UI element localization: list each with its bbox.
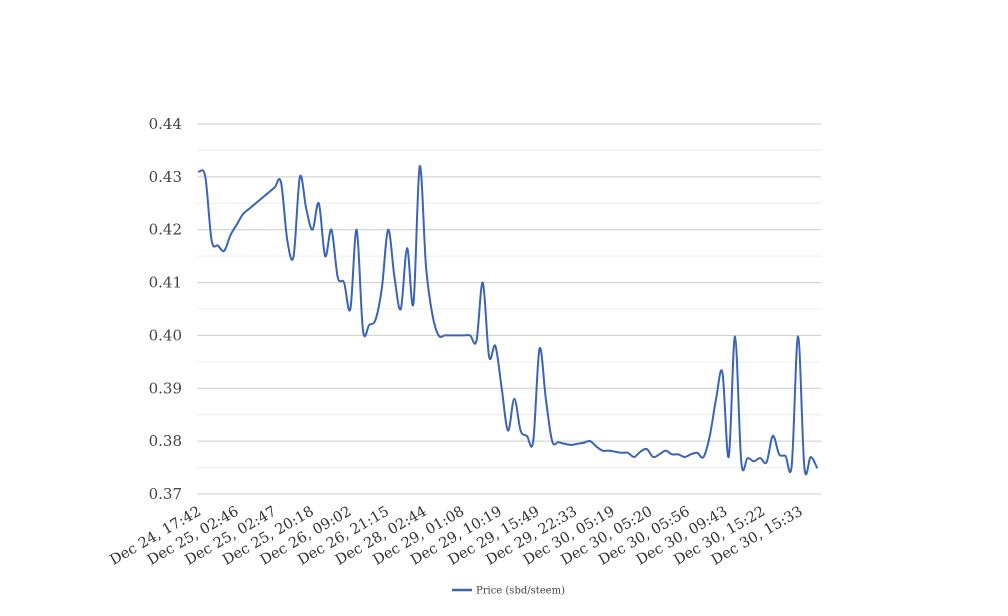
- y-tick-label: 0.44: [149, 115, 182, 133]
- y-tick-label: 0.43: [149, 168, 182, 186]
- y-tick-label: 0.40: [149, 326, 182, 344]
- legend: Price (sbd/steem): [452, 586, 565, 597]
- y-tick-label: 0.39: [149, 379, 182, 397]
- legend-label-price: Price (sbd/steem): [476, 586, 565, 597]
- grid-lines: [197, 123, 821, 495]
- y-axis-tick-labels: 0.37 0.38 0.39 0.40 0.41 0.42 0.43 0.44: [149, 115, 182, 503]
- y-tick-label: 0.41: [149, 274, 182, 292]
- y-tick-label: 0.38: [149, 432, 182, 450]
- series-layer: [198, 165, 818, 476]
- series-line-price: [198, 165, 818, 476]
- y-tick-label: 0.37: [149, 485, 182, 503]
- y-tick-label: 0.42: [149, 221, 182, 239]
